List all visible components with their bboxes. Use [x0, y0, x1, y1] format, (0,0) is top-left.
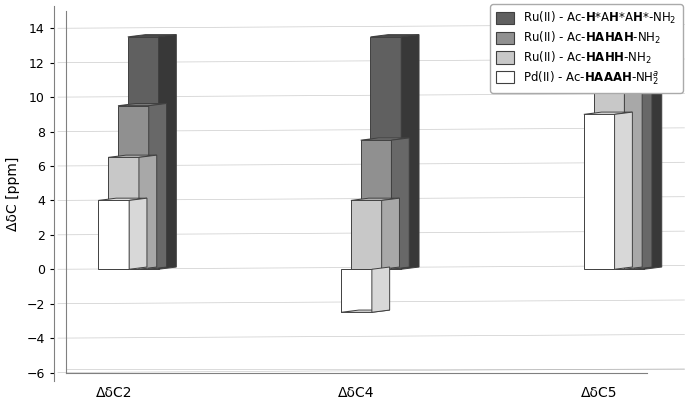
Text: ΔδC2: ΔδC2 — [96, 386, 132, 400]
Polygon shape — [625, 86, 642, 269]
Polygon shape — [128, 37, 158, 269]
Polygon shape — [613, 45, 644, 269]
Polygon shape — [149, 104, 167, 269]
Polygon shape — [341, 269, 372, 312]
Polygon shape — [603, 2, 634, 269]
Polygon shape — [108, 155, 157, 158]
Polygon shape — [108, 158, 139, 269]
Polygon shape — [371, 35, 419, 37]
Polygon shape — [158, 35, 176, 269]
Polygon shape — [584, 112, 632, 114]
Polygon shape — [129, 198, 147, 269]
Polygon shape — [593, 86, 642, 89]
Legend: Ru(II) - Ac-$\mathbf{H}$*A$\mathbf{H}$*A$\mathbf{H}$*-NH$_2$, Ru(II) - Ac-$\math: Ru(II) - Ac-$\mathbf{H}$*A$\mathbf{H}$*A… — [490, 4, 682, 92]
Polygon shape — [615, 112, 632, 269]
Polygon shape — [99, 198, 147, 200]
Polygon shape — [382, 198, 400, 269]
Y-axis label: ΔδC [ppm]: ΔδC [ppm] — [6, 156, 19, 231]
Polygon shape — [351, 198, 400, 200]
Polygon shape — [603, 0, 652, 2]
Polygon shape — [634, 0, 652, 269]
Polygon shape — [351, 200, 382, 269]
Polygon shape — [584, 114, 615, 269]
Text: ΔδC5: ΔδC5 — [581, 386, 618, 400]
Text: ΔδC4: ΔδC4 — [338, 386, 375, 400]
Polygon shape — [372, 267, 389, 312]
Polygon shape — [361, 138, 409, 140]
Polygon shape — [391, 138, 409, 269]
Polygon shape — [341, 310, 389, 312]
Polygon shape — [128, 35, 176, 37]
Polygon shape — [644, 43, 662, 269]
Polygon shape — [613, 43, 662, 45]
Polygon shape — [593, 89, 625, 269]
Polygon shape — [99, 200, 129, 269]
Polygon shape — [371, 37, 401, 269]
Polygon shape — [139, 155, 157, 269]
Polygon shape — [118, 104, 167, 106]
Polygon shape — [118, 106, 149, 269]
Polygon shape — [401, 35, 419, 269]
Polygon shape — [361, 140, 391, 269]
